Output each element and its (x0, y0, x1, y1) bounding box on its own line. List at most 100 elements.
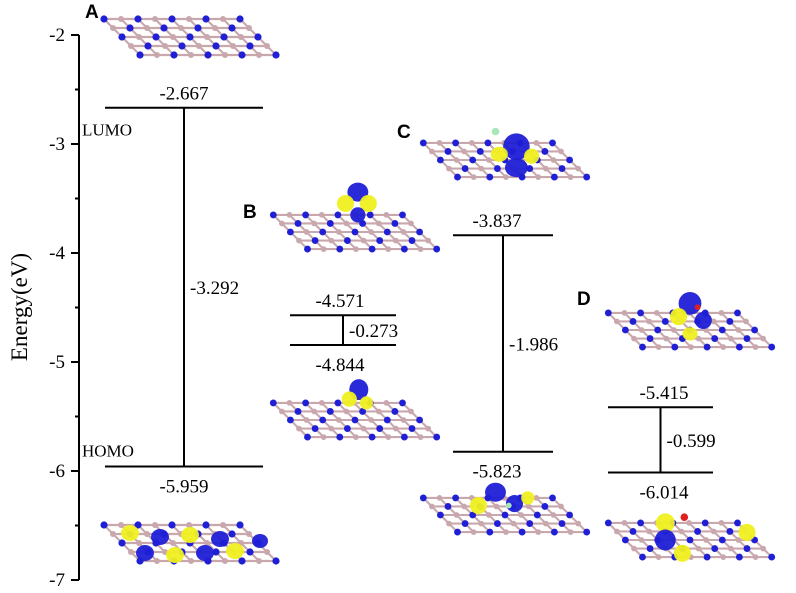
nitrogen-atom (134, 15, 142, 23)
boron-atom (144, 531, 150, 537)
boron-atom (360, 425, 367, 432)
orbital-lobe (682, 327, 698, 341)
nitrogen-atom (383, 228, 391, 236)
nitrogen-atom (272, 557, 280, 565)
nitrogen-atom (493, 165, 501, 172)
nitrogen-atom (768, 553, 776, 561)
orbital-lobe (694, 311, 712, 330)
nitrogen-atom (558, 520, 566, 527)
orbital-lobe (359, 194, 377, 213)
boron-atom (170, 540, 176, 546)
boron-atom (429, 503, 435, 510)
nitrogen-atom (228, 530, 236, 538)
boron-atom (118, 522, 124, 528)
boron-atom (558, 503, 564, 510)
boron-atom (638, 327, 645, 333)
nitrogen-atom (526, 165, 534, 172)
nitrogen-atom (637, 519, 645, 527)
boron-atom (383, 400, 390, 406)
nitrogen-atom (376, 425, 384, 432)
boron-atom (383, 212, 390, 218)
boron-atom (510, 520, 517, 527)
boron-atom (128, 549, 134, 555)
boron-atom (320, 434, 327, 440)
lumo-value-label: -5.415 (639, 383, 688, 404)
nitrogen-atom (136, 51, 144, 59)
boron-atom (408, 408, 414, 415)
nitrogen-atom (408, 425, 416, 432)
nitrogen-atom (452, 139, 460, 147)
sheet-c-top (419, 127, 591, 181)
nitrogen-atom (334, 399, 342, 407)
homo-value-label: -5.823 (472, 462, 521, 483)
boron-atom (417, 246, 424, 252)
boron-atom (486, 512, 492, 518)
nitrogen-atom (735, 553, 743, 561)
boron-atom (296, 237, 302, 244)
adatom (694, 304, 701, 311)
boron-atom (303, 229, 310, 235)
system-b: -4.571 -4.844 -0.273 B (243, 202, 398, 376)
boron-atom (368, 417, 374, 423)
nitrogen-atom (212, 548, 220, 556)
nitrogen-atom (486, 528, 494, 536)
nitrogen-atom (718, 326, 726, 334)
boron-atom (468, 140, 475, 146)
orbital-lobe (252, 534, 268, 548)
boron-atom (246, 25, 252, 31)
lumo-value-label: -4.571 (315, 291, 364, 312)
nitrogen-atom (311, 425, 319, 432)
gap-value-label: -3.292 (190, 278, 239, 299)
boron-atom (550, 157, 557, 163)
boron-atom (368, 229, 374, 235)
orbital-lobe (485, 482, 506, 502)
lumo-name-label: LUMO (82, 121, 132, 140)
boron-atom (336, 229, 342, 235)
nitrogen-atom (408, 237, 416, 244)
boron-atom (718, 520, 725, 526)
nitrogen-atom (621, 326, 629, 334)
orbital-lobe (673, 544, 691, 562)
nitrogen-atom (566, 156, 574, 164)
boron-atom (453, 512, 460, 518)
nitrogen-atom (654, 326, 662, 334)
adatom (680, 513, 689, 521)
boron-atom (525, 503, 532, 510)
orbital-lobe (136, 545, 154, 561)
boron-atom (264, 43, 270, 49)
y-tick-label: -3 (49, 134, 65, 155)
boron-atom (503, 529, 509, 535)
nitrogen-atom (550, 528, 558, 536)
boron-atom (118, 16, 124, 22)
nitrogen-atom (272, 51, 280, 59)
nitrogen-atom (541, 148, 549, 155)
boron-atom (671, 327, 677, 333)
nitrogen-atom (541, 503, 549, 510)
boron-atom (614, 528, 620, 535)
orbital-lobe (341, 391, 357, 407)
nitrogen-atom (726, 528, 734, 535)
nitrogen-atom (269, 399, 277, 407)
y-tick-label: -5 (49, 352, 65, 373)
nitrogen-atom (336, 433, 344, 441)
nitrogen-atom (711, 335, 719, 342)
adatom (491, 127, 500, 136)
boron-atom (128, 43, 134, 49)
boron-atom (655, 344, 662, 350)
nitrogen-atom (238, 51, 246, 59)
nitrogen-atom (583, 528, 591, 536)
boron-atom (735, 327, 742, 333)
boron-atom (110, 25, 116, 31)
boron-atom (567, 174, 574, 180)
nitrogen-atom (202, 15, 210, 23)
boron-atom (543, 165, 549, 172)
orbital-lobe (469, 496, 487, 515)
boron-atom (655, 554, 662, 560)
orbital-lobe (359, 396, 374, 410)
adatom (505, 502, 512, 509)
nitrogen-atom (526, 520, 534, 527)
boron-atom (204, 34, 210, 40)
nitrogen-atom (484, 139, 492, 147)
boron-atom (186, 522, 192, 528)
